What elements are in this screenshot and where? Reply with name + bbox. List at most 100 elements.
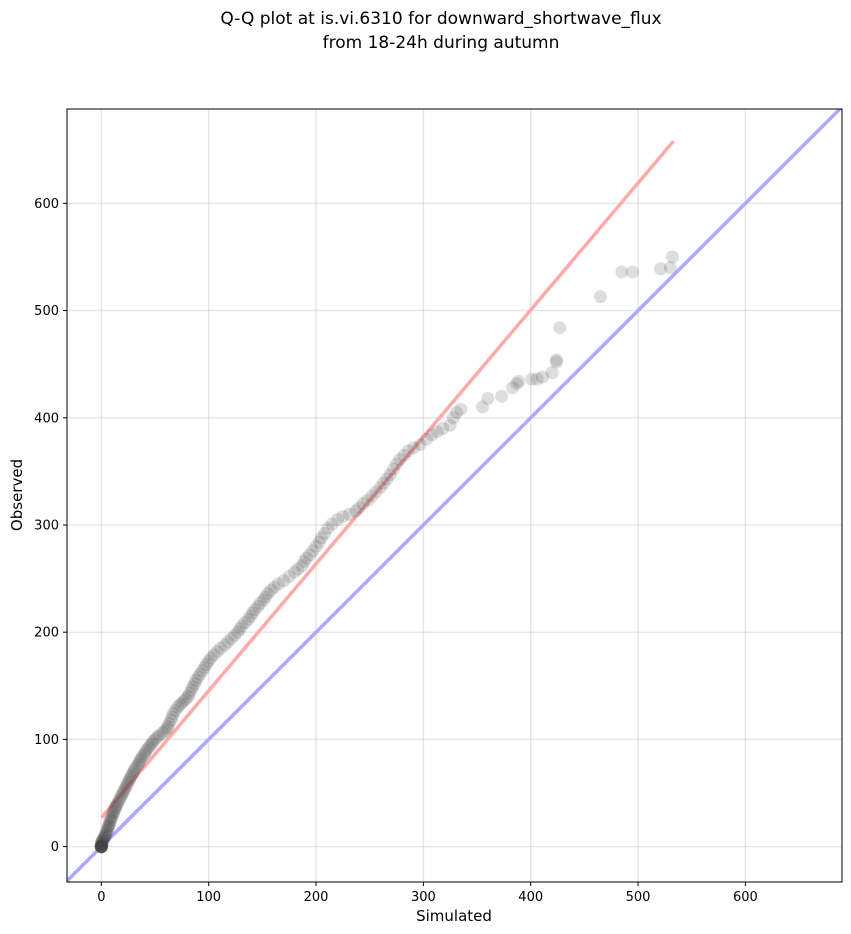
data-point	[171, 700, 185, 714]
data-point	[553, 321, 567, 335]
data-point	[121, 775, 135, 789]
plot-frame	[66, 108, 843, 883]
data-point	[139, 743, 153, 757]
data-point	[189, 673, 203, 687]
data-point	[352, 501, 366, 515]
data-point	[104, 811, 118, 825]
y-tick-label: 100	[34, 733, 59, 748]
data-point	[122, 773, 136, 787]
data-point	[112, 795, 126, 809]
data-point	[104, 813, 118, 827]
data-point	[123, 771, 137, 785]
data-point	[158, 724, 172, 738]
data-point	[377, 476, 391, 490]
data-point	[235, 619, 249, 633]
grid	[67, 109, 842, 882]
data-point	[181, 690, 195, 704]
x-tick-label: 200	[304, 890, 329, 905]
data-point	[593, 290, 607, 304]
data-point	[94, 840, 108, 854]
data-point	[549, 355, 563, 369]
data-point	[152, 728, 166, 742]
data-point	[365, 489, 379, 503]
data-point	[117, 784, 131, 798]
data-point	[94, 840, 108, 854]
data-point	[94, 840, 108, 854]
data-point	[94, 835, 108, 849]
data-point	[545, 366, 559, 380]
x-tick-label: 600	[733, 890, 758, 905]
fit-line	[100, 140, 675, 819]
data-point	[261, 587, 275, 601]
data-point	[446, 411, 460, 425]
data-point	[107, 804, 121, 818]
data-point	[200, 657, 214, 671]
data-point	[495, 389, 509, 403]
data-point	[436, 421, 450, 435]
data-point	[626, 265, 640, 279]
data-point	[430, 425, 444, 439]
data-point	[241, 612, 255, 626]
data-point	[94, 840, 108, 854]
data-point	[166, 707, 180, 721]
x-tick-label: 400	[518, 890, 543, 905]
data-point	[336, 509, 350, 523]
data-point	[160, 722, 174, 736]
data-point	[525, 372, 539, 386]
x-tick-label: 500	[626, 890, 651, 905]
y-axis-label: Observed	[8, 459, 26, 531]
data-point	[173, 698, 187, 712]
data-point	[210, 644, 224, 658]
x-tick-label: 100	[196, 890, 221, 905]
data-point	[168, 703, 182, 717]
data-point	[450, 405, 464, 419]
data-point	[299, 551, 313, 565]
data-point	[393, 453, 407, 467]
y-tick-label: 600	[34, 197, 59, 212]
y-tick-label: 500	[34, 304, 59, 319]
data-point	[195, 664, 209, 678]
data-point	[291, 562, 305, 576]
data-point	[145, 737, 159, 751]
data-point	[207, 648, 221, 662]
data-point	[142, 741, 156, 755]
data-point	[224, 632, 238, 646]
data-point	[116, 786, 130, 800]
data-point	[175, 696, 189, 710]
data-point	[94, 840, 108, 854]
data-point	[103, 814, 117, 828]
data-point	[114, 790, 128, 804]
data-point	[94, 840, 108, 854]
data-point	[94, 840, 108, 854]
data-point	[125, 767, 139, 781]
data-point	[118, 782, 132, 796]
data-point	[505, 381, 519, 395]
data-point	[321, 521, 335, 535]
data-point	[253, 596, 267, 610]
data-point	[150, 730, 164, 744]
data-point	[197, 661, 211, 675]
data-point	[119, 780, 133, 794]
axis-ticks: 0 100 200 300 400 500 600 0 100 200 300 400 500 600	[34, 197, 758, 905]
data-point	[330, 513, 344, 527]
data-point	[244, 609, 258, 623]
data-point	[120, 777, 134, 791]
data-point	[277, 574, 291, 588]
data-point	[156, 726, 170, 740]
data-point	[94, 840, 108, 854]
data-point	[259, 590, 273, 604]
data-point	[342, 507, 356, 521]
data-point	[165, 710, 179, 724]
chart-title-line2: from 18-24h during autumn	[323, 33, 560, 53]
data-point	[325, 517, 339, 531]
data-point	[227, 628, 241, 642]
data-point	[530, 372, 544, 386]
data-point	[115, 788, 129, 802]
data-point	[475, 400, 489, 414]
data-point	[615, 265, 629, 279]
data-point	[102, 819, 116, 833]
data-point	[306, 544, 320, 558]
x-tick-label: 300	[411, 890, 436, 905]
data-point	[108, 800, 122, 814]
